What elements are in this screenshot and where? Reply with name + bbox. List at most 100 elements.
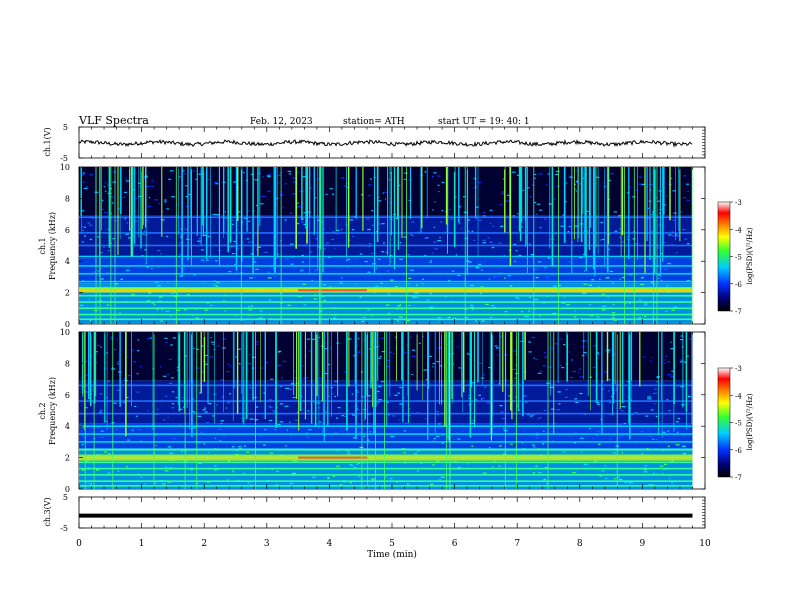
ch1-spectrogram-speckle (612, 315, 615, 317)
ch2-spectrogram-speckle (260, 367, 263, 369)
ch2-spectrogram-speckle (461, 430, 464, 432)
ch2-spectrogram-speckle (346, 453, 351, 455)
ch1-spectrogram-speckle (575, 190, 577, 192)
ch2-spectrogram-speckle (516, 403, 519, 405)
ch2-spectrogram-speckle (222, 338, 226, 340)
ch1-spectrogram-speckle (274, 203, 278, 205)
ch1-spectrogram-speckle (503, 178, 505, 180)
ch2-spectrogram-speckle (596, 352, 599, 354)
ch1-spectrogram-speckle (653, 283, 655, 285)
ch1-spectrogram-speckle (415, 292, 419, 294)
ch1-spectrogram-speckle (600, 221, 603, 224)
time-tick-label: 9 (640, 539, 646, 549)
ch2-spectrogram-speckle (425, 379, 429, 381)
ch2-spectrogram-speckle (165, 341, 168, 343)
ch1-spectrogram-speckle (366, 218, 370, 220)
ch2-spectrogram-speckle (575, 401, 579, 403)
ch1-spectrogram-speckle (195, 317, 199, 319)
ch2-spectrogram-speckle (543, 430, 545, 432)
ch1-spectrogram-speckle (555, 173, 559, 176)
ch1-spectrogram-lower-mid-band (79, 258, 693, 284)
ch1-spectrogram-speckle (644, 315, 647, 317)
ch1-spectrogram-speckle (315, 238, 318, 240)
ch1-spectrogram-speckle (666, 285, 669, 287)
ch1-spectrogram-speckle (550, 275, 555, 277)
ch1-spectrogram-speckle (605, 277, 610, 279)
ch1-spectrogram-speckle (224, 211, 226, 213)
ch1-spectrogram-speckle (150, 185, 154, 187)
ch2-spectrogram-speckle (289, 388, 293, 390)
ch2-spectrogram-speckle (343, 481, 347, 483)
time-tick-label: 1 (139, 539, 145, 549)
ch1-spectrogram-speckle (634, 243, 639, 245)
ch1-spectrogram-speckle (381, 251, 385, 253)
ch2-spectrogram-speckle (207, 451, 210, 453)
ch1-spectrogram-speckle (396, 308, 398, 310)
ch2-spectrogram-speckle (581, 355, 585, 357)
ch2-spectrogram-speckle (203, 354, 208, 357)
ch2-spectrogram-speckle (254, 419, 259, 421)
ch2-spectrogram-speckle (362, 439, 365, 441)
ch2-spectrogram-speckle (533, 446, 536, 448)
ch2-spectrogram-speckle (263, 392, 266, 394)
ch2-spectrogram-speckle (578, 368, 582, 370)
ch2-spectrogram-speckle (354, 466, 357, 468)
ch2-spectrogram-speckle (539, 417, 542, 419)
ch2-spectrogram-speckle (670, 348, 674, 350)
ch2-spectrogram-speckle (440, 365, 442, 367)
ch1-spectrogram-emission-band (79, 232, 693, 234)
ch2-spectrogram-speckle (390, 435, 395, 438)
ch2-spectrogram-speckle (242, 473, 246, 475)
ch2-spectrogram-speckle (437, 347, 439, 349)
ch1-spectrogram-speckle (171, 292, 174, 295)
ch2-spectrogram-speckle (583, 352, 587, 354)
ch2-spectrogram-speckle (620, 410, 624, 412)
ch1-spectrogram-speckle (253, 276, 257, 279)
ch1-spectrogram-speckle (363, 316, 366, 318)
time-tick-label: 10 (699, 539, 711, 549)
ch2-spectrogram-speckle (305, 355, 307, 357)
ch2-spectrogram-speckle (140, 365, 142, 367)
ch1-spectrogram-speckle (157, 250, 161, 252)
ch1-spectrogram-speckle (380, 282, 383, 284)
ch1-spectrogram-speckle (160, 219, 165, 221)
ch2-spectrogram-speckle (346, 432, 350, 434)
ch1-spectrogram-speckle (412, 234, 414, 237)
ch2-spectrogram-speckle (285, 445, 287, 447)
ch2-spectrogram-speckle (324, 372, 329, 375)
ch2-spectrogram-speckle (380, 381, 385, 383)
ch2-spectrogram-speckle (551, 347, 553, 349)
ch1-spectrogram-speckle (371, 210, 374, 212)
ch1-spectrogram-speckle (183, 173, 187, 175)
ch1-spectrogram-speckle (468, 261, 472, 263)
ch2-spectrogram-speckle (546, 482, 549, 484)
ch2-spectrogram-speckle (214, 465, 217, 467)
ch2-spectrogram-speckle (542, 365, 547, 367)
ch2-spectrogram-speckle (179, 424, 183, 426)
ch1-spectrogram-speckle (588, 284, 592, 286)
ch2-spectrogram-speckle (85, 360, 88, 362)
ch2-spectrogram-emission-band (79, 441, 693, 443)
ch2-spectrogram-speckle (204, 407, 206, 409)
ch1-spectrogram-speckle (408, 277, 412, 279)
ch1-spectrogram-speckle (206, 302, 210, 304)
ch2-spectrogram-speckle (653, 472, 655, 475)
ch1-spectrogram-speckle (213, 284, 215, 286)
ch1-spectrogram-speckle (460, 228, 462, 230)
ch1-spectrogram-speckle (235, 272, 239, 274)
ch1-spectrogram-speckle (399, 304, 402, 306)
ch1-spectrogram-speckle (178, 242, 182, 244)
ch2-spectrogram-speckle (483, 374, 486, 376)
time-tick-label: 8 (577, 539, 583, 549)
ch2-spectrogram-speckle (675, 421, 679, 423)
ch1-spectrogram-speckle (448, 279, 451, 282)
ch2-spectrogram-speckle (680, 359, 684, 361)
ch2-spectrogram-speckle (264, 429, 267, 431)
station-label: station= ATH (343, 117, 405, 127)
ch2-spectrogram-speckle (580, 451, 583, 453)
ch2-spectrogram-speckle (244, 445, 247, 447)
ch1-spectrogram-speckle (432, 209, 434, 211)
ch1-spectrogram-speckle (475, 267, 480, 269)
ch2-spectrogram-speckle (220, 379, 224, 381)
ch2-spectrogram-speckle (284, 405, 289, 407)
